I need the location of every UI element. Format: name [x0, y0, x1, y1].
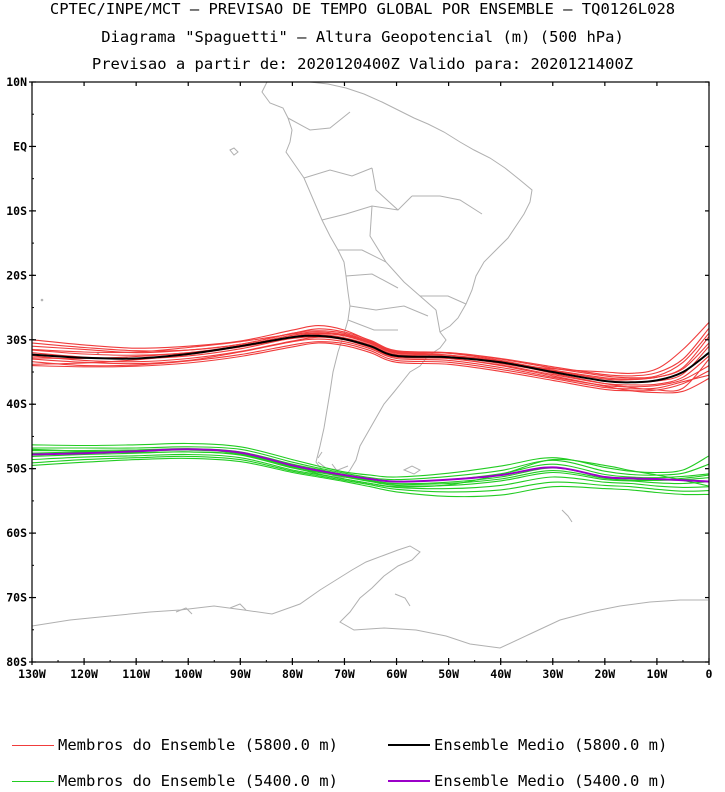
- galapagos: [229, 147, 239, 156]
- lat-label: 30S: [6, 333, 27, 347]
- member-5800-line-10: [31, 331, 710, 381]
- legend-swatch: [388, 780, 430, 782]
- country-borders: [287, 111, 483, 333]
- falkland-islands: [402, 465, 421, 475]
- title-line-1: CPTEC/INPE/MCT – PREVISAO DE TEMPO GLOBA…: [49, 0, 676, 18]
- lon-label: 100W: [174, 667, 202, 681]
- legend-label: Ensemble Medio (5800.0 m): [434, 736, 668, 754]
- member-5800-line-5: [31, 336, 710, 386]
- legend-label: Membros do Ensemble (5400.0 m): [58, 772, 338, 790]
- lon-label: 50W: [438, 667, 459, 681]
- lat-label: 20S: [6, 268, 27, 282]
- lat-label: 70S: [6, 591, 27, 605]
- legend-swatch: [388, 744, 430, 746]
- lon-label: 40W: [490, 667, 511, 681]
- antarctica-islands: [175, 593, 411, 615]
- legend-item: Membros do Ensemble (5800.0 m): [12, 735, 338, 755]
- lat-label: EQ: [13, 139, 27, 153]
- lon-label: 30W: [542, 667, 563, 681]
- legend-item: Ensemble Medio (5400.0 m): [388, 771, 667, 791]
- legend-item: Membros do Ensemble (5400.0 m): [12, 771, 338, 791]
- legend-item: Ensemble Medio (5800.0 m): [388, 735, 667, 755]
- lon-label: 110W: [122, 667, 150, 681]
- member-5800-line-1: [31, 322, 710, 374]
- lat-label: 80S: [6, 655, 27, 669]
- coastline-layer: [31, 81, 708, 649]
- lat-label: 60S: [6, 526, 27, 540]
- south-georgia: [561, 509, 573, 523]
- mean-5800-line: [31, 334, 710, 384]
- member-5400-line-8: [31, 457, 710, 498]
- member-5800-line-12: [31, 328, 710, 379]
- lat-label: 50S: [6, 462, 27, 476]
- member-5400-line-9: [31, 448, 710, 485]
- south-america-coast: [261, 81, 533, 479]
- legend-label: Membros do Ensemble (5800.0 m): [58, 736, 338, 754]
- lon-label: 120W: [70, 667, 98, 681]
- lon-label: 20W: [594, 667, 615, 681]
- title-line-2: Diagrama "Spaguetti" – Altura Geopotenci…: [101, 28, 624, 46]
- lat-label: 10N: [6, 75, 27, 89]
- antarctica-coast: [31, 545, 708, 649]
- mean-5400-line: [31, 448, 710, 483]
- title-line-3: Previsao a partir de: 2020120400Z Valido…: [91, 55, 634, 73]
- lat-label: 10S: [6, 204, 27, 218]
- member-5400-line-7: [31, 455, 710, 493]
- lon-label: 10W: [647, 667, 668, 681]
- legend-swatch: [12, 744, 54, 746]
- lon-label: 60W: [386, 667, 407, 681]
- member-5400-line-2: [32, 446, 710, 481]
- member-lines-layer: [31, 322, 710, 498]
- legend-label: Ensemble Medio (5400.0 m): [434, 772, 668, 790]
- lon-label: 90W: [230, 667, 251, 681]
- legend-swatch: [12, 780, 54, 782]
- lat-label: 40S: [6, 397, 27, 411]
- lon-label: 0: [706, 667, 713, 681]
- member-5800-line-6: [31, 338, 710, 388]
- lon-label: 70W: [334, 667, 355, 681]
- member-5800-line-7: [31, 341, 710, 390]
- lon-label: 130W: [18, 667, 46, 681]
- lon-label: 80W: [282, 667, 303, 681]
